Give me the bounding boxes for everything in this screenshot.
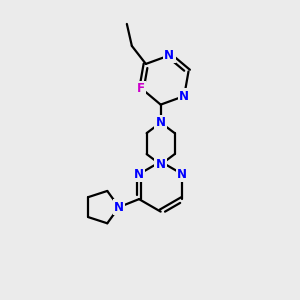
Text: N: N xyxy=(179,90,189,103)
Text: F: F xyxy=(136,82,145,95)
Text: N: N xyxy=(156,158,166,171)
Text: N: N xyxy=(134,168,144,181)
Text: N: N xyxy=(114,201,124,214)
Text: N: N xyxy=(177,168,187,181)
Text: N: N xyxy=(156,116,166,129)
Text: N: N xyxy=(164,49,174,62)
